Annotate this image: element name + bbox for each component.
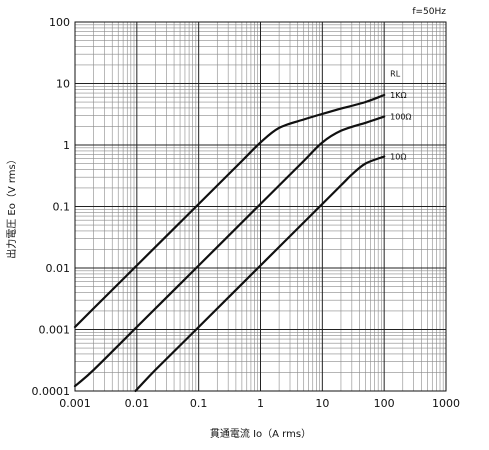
series-line xyxy=(134,155,386,393)
series-line xyxy=(73,115,386,388)
x-tick-label: 1000 xyxy=(432,397,460,410)
y-tick-label: 0.0001 xyxy=(32,385,71,398)
series-label: 1KΩ xyxy=(390,91,406,100)
x-tick-label: 0.01 xyxy=(125,397,150,410)
x-tick-label: 0.1 xyxy=(190,397,208,410)
y-tick-label: 100 xyxy=(49,16,70,29)
y-tick-label: 0.1 xyxy=(53,201,71,214)
x-tick-labels: 0.001 0.01 0.1 1 10 100 1000 xyxy=(59,397,460,410)
series-line xyxy=(73,93,386,329)
frequency-annotation: f=50Hz xyxy=(412,7,446,17)
y-tick-labels: 0.0001 0.001 0.01 0.1 1 10 100 xyxy=(32,16,71,398)
x-tick-label: 0.001 xyxy=(59,397,91,410)
y-tick-label: 0.001 xyxy=(39,324,71,337)
series-labels: 1KΩ 100Ω 10Ω xyxy=(390,91,411,162)
series-lines xyxy=(73,93,386,393)
x-tick-label: 100 xyxy=(374,397,395,410)
x-tick-label: 10 xyxy=(315,397,329,410)
series-label: 10Ω xyxy=(390,153,406,162)
y-axis-title: 出力電圧 Eo（V rms） xyxy=(5,154,18,259)
plot-frame xyxy=(74,21,447,392)
y-tick-label: 10 xyxy=(56,78,70,91)
legend-title: RL xyxy=(390,69,401,78)
y-tick-label: 1 xyxy=(63,139,70,152)
y-tick-label: 0.01 xyxy=(46,262,71,275)
x-tick-label: 1 xyxy=(257,397,264,410)
x-axis-title: 貫通電流 Io（A rms） xyxy=(210,427,311,440)
series-label: 100Ω xyxy=(390,113,411,122)
